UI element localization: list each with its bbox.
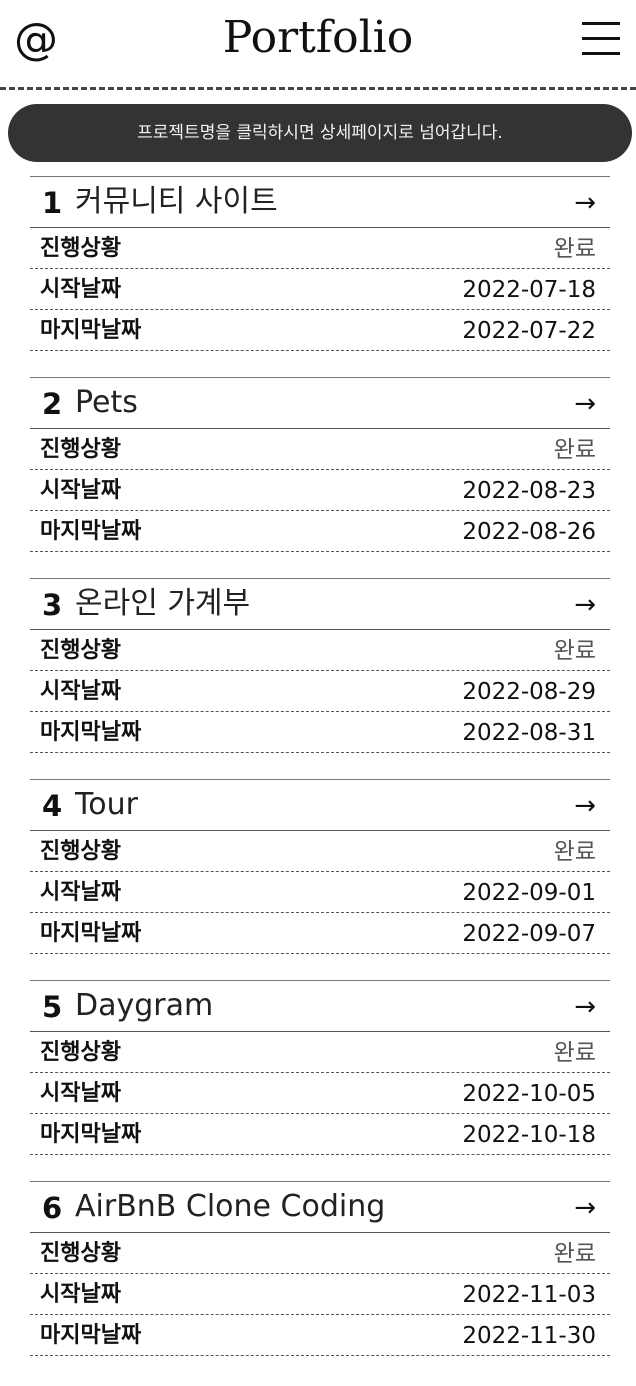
at-sign-icon[interactable]: @ — [14, 14, 58, 65]
project-name[interactable]: Pets — [75, 385, 138, 420]
start-date-label: 시작날짜 — [40, 679, 121, 704]
status-value: 완료 — [553, 1241, 596, 1267]
start-date-value: 2022-09-01 — [462, 880, 596, 906]
menu-bar — [582, 52, 620, 55]
header: @ Portfolio — [0, 0, 636, 90]
end-date-row: 마지막날짜 2022-11-30 — [30, 1315, 610, 1356]
start-date-value: 2022-10-05 — [462, 1081, 596, 1107]
start-date-label: 시작날짜 — [40, 1282, 121, 1307]
start-date-value: 2022-08-29 — [462, 679, 596, 705]
project-name[interactable]: 커뮤니티 사이트 — [75, 184, 278, 219]
status-value: 완료 — [553, 1040, 596, 1066]
status-row: 진행상황 완료 — [30, 831, 610, 872]
project-title-link[interactable]: 1 커뮤니티 사이트 → — [30, 176, 610, 228]
project-title-link[interactable]: 3 온라인 가계부 → — [30, 578, 610, 630]
project-number: 4 — [42, 789, 63, 823]
project-number: 1 — [42, 186, 63, 220]
status-row: 진행상황 완료 — [30, 1032, 610, 1073]
end-date-label: 마지막날짜 — [40, 1122, 142, 1147]
start-date-value: 2022-07-18 — [462, 277, 596, 303]
menu-bar — [582, 37, 620, 40]
project-title-link[interactable]: 5 Daygram → — [30, 980, 610, 1032]
status-label: 진행상황 — [40, 839, 121, 864]
project-name[interactable]: 온라인 가계부 — [75, 586, 251, 621]
menu-bar — [582, 22, 620, 25]
status-row: 진행상황 완료 — [30, 429, 610, 470]
status-row: 진행상황 완료 — [30, 228, 610, 269]
status-row: 진행상황 완료 — [30, 1233, 610, 1274]
end-date-row: 마지막날짜 2022-08-26 — [30, 511, 610, 552]
end-date-label: 마지막날짜 — [40, 519, 142, 544]
arrow-right-icon[interactable]: → — [574, 992, 596, 1022]
end-date-value: 2022-10-18 — [462, 1122, 596, 1148]
start-date-label: 시작날짜 — [40, 277, 121, 302]
end-date-label: 마지막날짜 — [40, 921, 142, 946]
start-date-label: 시작날짜 — [40, 1081, 121, 1106]
page-title: Portfolio — [222, 12, 414, 63]
end-date-value: 2022-08-31 — [462, 720, 596, 746]
project-number: 6 — [42, 1191, 63, 1225]
project-number: 3 — [42, 588, 63, 622]
project-number: 5 — [42, 990, 63, 1024]
end-date-row: 마지막날짜 2022-10-18 — [30, 1114, 610, 1155]
end-date-value: 2022-09-07 — [462, 921, 596, 947]
end-date-label: 마지막날짜 — [40, 720, 142, 745]
project-name[interactable]: Daygram — [75, 988, 214, 1023]
hamburger-menu-icon[interactable] — [582, 22, 620, 56]
status-row: 진행상황 완료 — [30, 630, 610, 671]
status-label: 진행상황 — [40, 638, 121, 663]
arrow-right-icon[interactable]: → — [574, 188, 596, 218]
start-date-row: 시작날짜 2022-08-29 — [30, 671, 610, 712]
status-value: 완료 — [553, 236, 596, 262]
end-date-row: 마지막날짜 2022-09-07 — [30, 913, 610, 954]
end-date-row: 마지막날짜 2022-07-22 — [30, 310, 610, 351]
project-title-link[interactable]: 2 Pets → — [30, 377, 610, 429]
start-date-value: 2022-11-03 — [462, 1282, 596, 1308]
start-date-row: 시작날짜 2022-11-03 — [30, 1274, 610, 1315]
end-date-label: 마지막날짜 — [40, 318, 142, 343]
project-card: 3 온라인 가계부 → 진행상황 완료 시작날짜 2022-08-29 마지막날… — [30, 578, 610, 753]
arrow-right-icon[interactable]: → — [574, 1193, 596, 1223]
project-number: 2 — [42, 387, 63, 421]
start-date-label: 시작날짜 — [40, 880, 121, 905]
arrow-right-icon[interactable]: → — [574, 590, 596, 620]
status-label: 진행상황 — [40, 1241, 121, 1266]
project-title-link[interactable]: 6 AirBnB Clone Coding → — [30, 1181, 610, 1233]
start-date-row: 시작날짜 2022-10-05 — [30, 1073, 610, 1114]
project-card: 6 AirBnB Clone Coding → 진행상황 완료 시작날짜 202… — [30, 1181, 610, 1356]
project-card: 2 Pets → 진행상황 완료 시작날짜 2022-08-23 마지막날짜 2… — [30, 377, 610, 552]
start-date-label: 시작날짜 — [40, 478, 121, 503]
arrow-right-icon[interactable]: → — [574, 389, 596, 419]
status-label: 진행상황 — [40, 1040, 121, 1065]
status-value: 완료 — [553, 638, 596, 664]
status-value: 완료 — [553, 437, 596, 463]
end-date-value: 2022-07-22 — [462, 318, 596, 344]
end-date-label: 마지막날짜 — [40, 1323, 142, 1348]
project-card: 1 커뮤니티 사이트 → 진행상황 완료 시작날짜 2022-07-18 마지막… — [30, 176, 610, 351]
project-name[interactable]: Tour — [75, 787, 138, 822]
start-date-row: 시작날짜 2022-07-18 — [30, 269, 610, 310]
status-value: 완료 — [553, 839, 596, 865]
end-date-row: 마지막날짜 2022-08-31 — [30, 712, 610, 753]
start-date-row: 시작날짜 2022-08-23 — [30, 470, 610, 511]
project-name[interactable]: AirBnB Clone Coding — [75, 1189, 386, 1224]
status-label: 진행상황 — [40, 437, 121, 462]
project-list: 1 커뮤니티 사이트 → 진행상황 완료 시작날짜 2022-07-18 마지막… — [0, 176, 636, 1356]
end-date-value: 2022-11-30 — [462, 1323, 596, 1349]
notice-banner: 프로젝트명을 클릭하시면 상세페이지로 넘어갑니다. — [8, 104, 632, 162]
arrow-right-icon[interactable]: → — [574, 791, 596, 821]
status-label: 진행상황 — [40, 236, 121, 261]
start-date-row: 시작날짜 2022-09-01 — [30, 872, 610, 913]
project-card: 4 Tour → 진행상황 완료 시작날짜 2022-09-01 마지막날짜 2… — [30, 779, 610, 954]
end-date-value: 2022-08-26 — [462, 519, 596, 545]
start-date-value: 2022-08-23 — [462, 478, 596, 504]
project-title-link[interactable]: 4 Tour → — [30, 779, 610, 831]
project-card: 5 Daygram → 진행상황 완료 시작날짜 2022-10-05 마지막날… — [30, 980, 610, 1155]
